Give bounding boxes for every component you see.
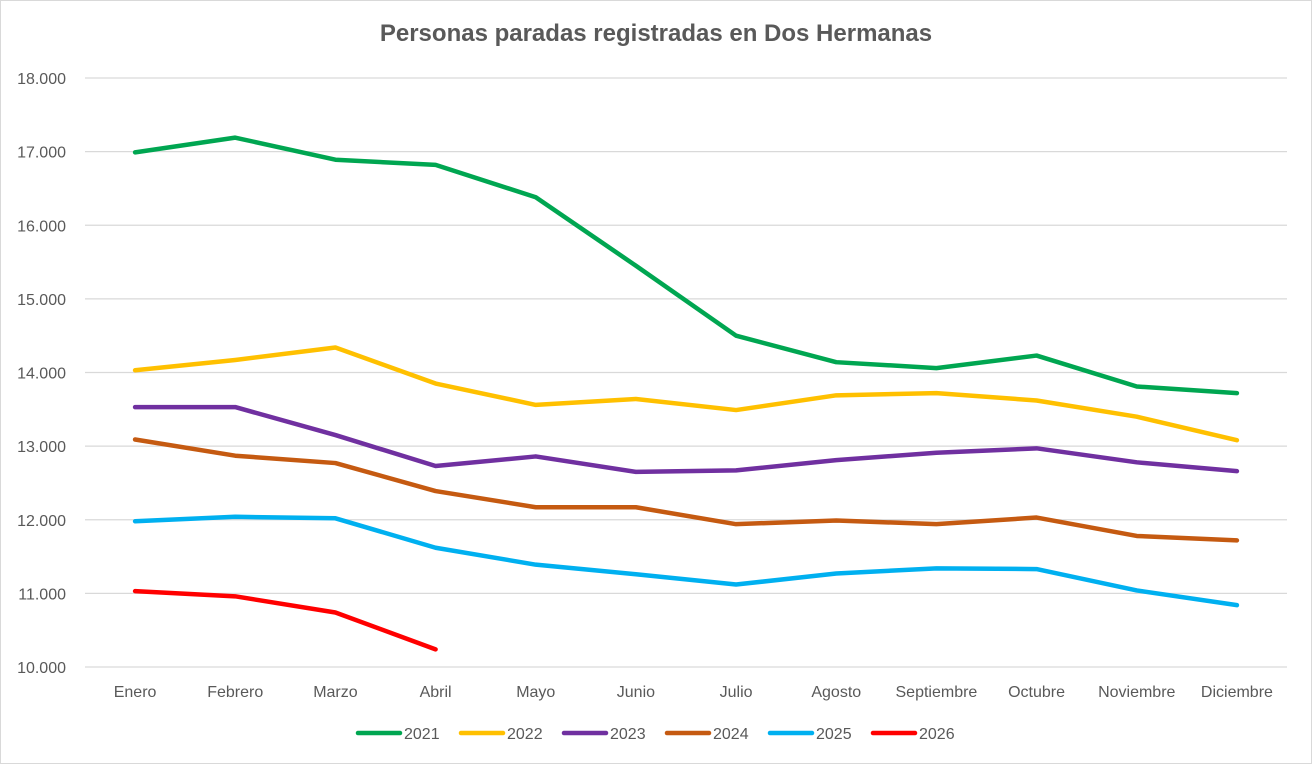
legend-label: 2025 [816, 726, 852, 743]
x-tick-label: Junio [617, 684, 655, 701]
legend-item-2023: 2023 [561, 726, 646, 743]
legend-label: 2023 [610, 726, 646, 743]
series-line-2022 [132, 345, 1240, 443]
y-tick-label: 11.000 [18, 586, 66, 603]
x-tick-label: Abril [420, 684, 452, 701]
chart-title: Personas paradas registradas en Dos Herm… [379, 20, 933, 47]
x-tick-label: Enero [114, 684, 157, 701]
y-tick-label: 14.000 [17, 366, 66, 383]
x-tick-label: Marzo [313, 684, 358, 701]
y-tick-label: 10.000 [17, 660, 66, 677]
y-tick-label: 13.000 [17, 439, 66, 456]
series-lines [132, 135, 1240, 652]
x-tick-label: Noviembre [1098, 684, 1175, 701]
y-axis: 10.000 11.000 12.000 13.000 14.000 15.000 16.0… [17, 71, 66, 677]
y-tick-label: 18.000 [17, 71, 66, 88]
legend-label: 2022 [507, 726, 543, 743]
x-tick-label: Octubre [1008, 684, 1065, 701]
legend-item-2022: 2022 [458, 726, 543, 743]
legend: 2021 2022 2023 2024 2025 2026 [355, 726, 955, 743]
x-axis: Enero Febrero Marzo Abril Mayo Junio Julio Agos… [114, 684, 1273, 701]
y-tick-label: 15.000 [17, 292, 66, 309]
legend-label: 2026 [919, 726, 955, 743]
y-tick-label: 12.000 [17, 513, 66, 530]
legend-item-2024: 2024 [664, 726, 749, 743]
legend-label: 2024 [713, 726, 749, 743]
series-line-2021 [132, 135, 1240, 396]
legend-item-2025: 2025 [767, 726, 852, 743]
x-tick-label: Julio [720, 684, 753, 701]
legend-item-2026: 2026 [870, 726, 955, 743]
legend-item-2021: 2021 [355, 726, 440, 743]
x-tick-label: Mayo [516, 684, 555, 701]
legend-label: 2021 [404, 726, 440, 743]
series-line-2023 [132, 404, 1240, 475]
y-tick-label: 17.000 [17, 145, 66, 162]
x-tick-label: Diciembre [1201, 684, 1273, 701]
series-line-2026 [132, 588, 438, 652]
x-tick-label: Septiembre [896, 684, 978, 701]
x-tick-label: Febrero [207, 684, 263, 701]
series-line-2025 [132, 514, 1240, 608]
y-tick-label: 16.000 [17, 218, 66, 235]
series-line-2024 [132, 437, 1240, 543]
x-tick-label: Agosto [811, 684, 861, 701]
